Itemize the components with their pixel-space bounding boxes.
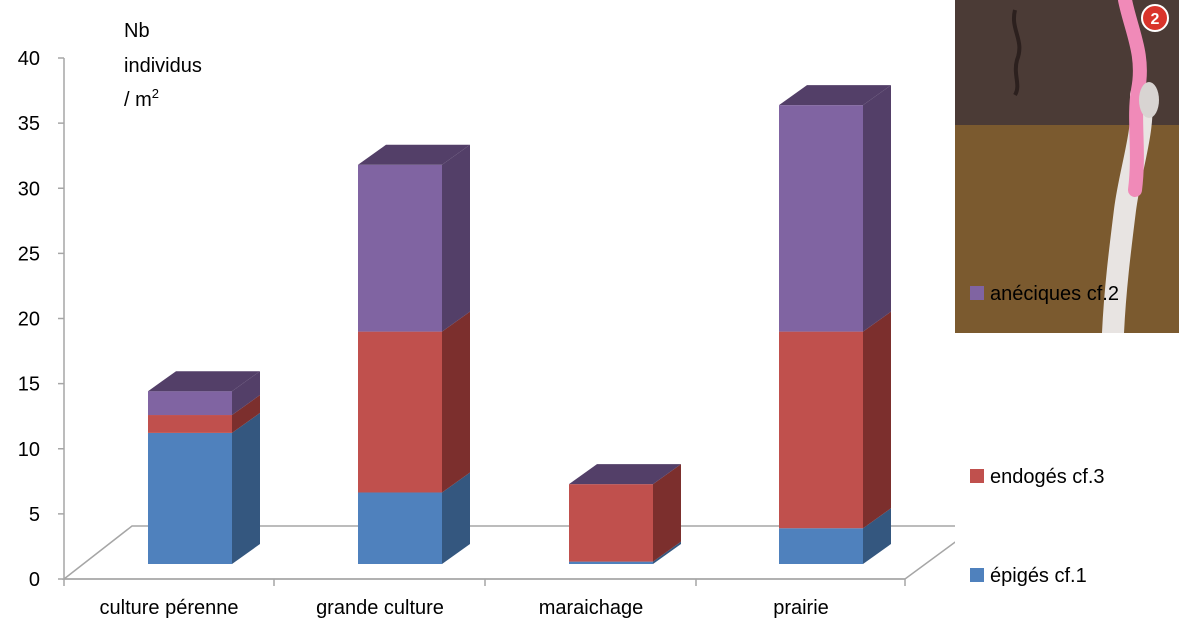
legend-item-epiges: épigés cf.1 <box>970 564 1087 588</box>
earthworm <box>1118 0 1147 197</box>
x-tick-label: prairie <box>773 597 829 619</box>
bar-top-face <box>358 144 470 165</box>
bar-segment <box>148 432 232 564</box>
bar-segment <box>569 561 653 564</box>
legend-label-epiges: épigés cf.1 <box>990 565 1087 587</box>
y-tick-label: 20 <box>18 309 40 331</box>
bar-top-face <box>779 85 891 106</box>
y-axis: 0 5 10 15 20 25 30 35 40 <box>18 48 65 591</box>
soil-crack <box>1011 9 1022 97</box>
bar-segment-side <box>442 472 470 564</box>
legend-item-aneciques: anéciques cf.2 <box>970 282 1119 306</box>
bar-segment <box>358 164 442 332</box>
legend-swatch-endoges <box>970 468 984 483</box>
bar-segment <box>358 492 442 564</box>
x-axis: culture pérenne grande culture maraichage p… <box>63 578 906 619</box>
bar-segment-side <box>863 508 891 564</box>
y-tick-label: 30 <box>18 178 40 200</box>
legend-swatch-aneciques <box>970 285 984 300</box>
y-axis-label-exponent: 2 <box>152 86 159 101</box>
bar-segment <box>779 528 863 564</box>
legend-swatch-epiges <box>970 567 984 582</box>
bar-top-face <box>148 371 260 392</box>
legend-label-endoges: endogés cf.3 <box>990 466 1105 488</box>
y-tick-label: 15 <box>18 374 40 396</box>
bar-segment-side <box>653 464 681 562</box>
y-tick-label: 35 <box>18 113 40 135</box>
bar-segment-side <box>863 311 891 529</box>
y-tick-label: 0 <box>29 569 40 591</box>
bar-segment <box>148 391 232 416</box>
bar-segment <box>358 331 442 493</box>
y-tick-label: 40 <box>18 48 40 70</box>
bar-segment-side <box>232 395 260 433</box>
worm-clitellum <box>1139 82 1159 118</box>
bar-segment <box>779 105 863 332</box>
y-axis-label-line-2: individus <box>124 55 202 77</box>
y-tick-label: 5 <box>29 504 40 526</box>
x-tick-label: grande culture <box>316 597 444 619</box>
y-tick-label: 25 <box>18 243 40 265</box>
y-axis-label-unit: / m <box>124 89 152 111</box>
earthworm-burrow-photo: 2 <box>955 0 1179 333</box>
x-tick-label: culture pérenne <box>100 597 239 619</box>
stacked-bar-chart: 0 5 10 15 20 25 30 35 40 culture pérenne grande c… <box>18 20 955 619</box>
bars <box>148 85 891 564</box>
bar-segment <box>148 415 232 433</box>
bar-segment-side <box>232 371 260 416</box>
y-axis-label-line-3: / m2 <box>124 86 159 111</box>
bar-segment-side <box>232 412 260 564</box>
bar-segment-side <box>863 85 891 332</box>
bar-segment-side <box>442 144 470 332</box>
bar-segment-side <box>442 311 470 493</box>
bar-segment <box>779 331 863 529</box>
marker-badge-label: 2 <box>1151 11 1160 28</box>
bar-top-face <box>569 464 681 485</box>
legend-label-aneciques: anéciques cf.2 <box>990 283 1119 305</box>
bar-segment-side <box>653 541 681 564</box>
y-axis-label-line-1: Nb <box>124 20 150 42</box>
marker-badge <box>1141 4 1169 32</box>
legend-item-endoges: endogés cf.3 <box>970 465 1105 489</box>
bar-segment <box>569 484 653 562</box>
x-tick-label: maraichage <box>539 597 644 619</box>
y-tick-label: 10 <box>18 439 40 461</box>
